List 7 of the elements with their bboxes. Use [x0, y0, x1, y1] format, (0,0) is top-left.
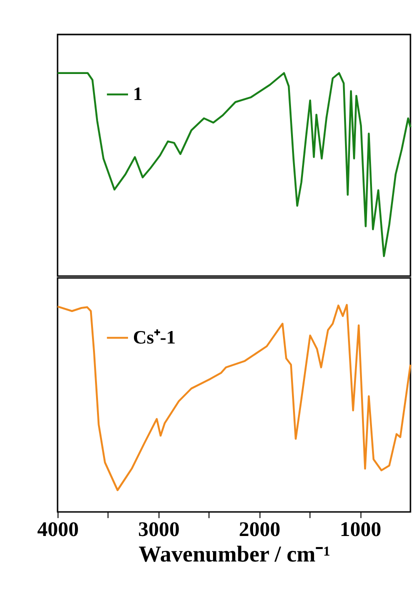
x-tick-label: 3000 — [138, 518, 180, 541]
x-tick-label: 2000 — [238, 518, 280, 541]
legend-label: Cs⁺-1 — [133, 328, 176, 349]
x-tick-label: 4000 — [37, 518, 79, 541]
x-axis-title: Wavenumber / cm⁻¹ — [138, 541, 330, 566]
legend-label: 1 — [133, 84, 142, 106]
x-tick-label: 1000 — [340, 518, 382, 541]
